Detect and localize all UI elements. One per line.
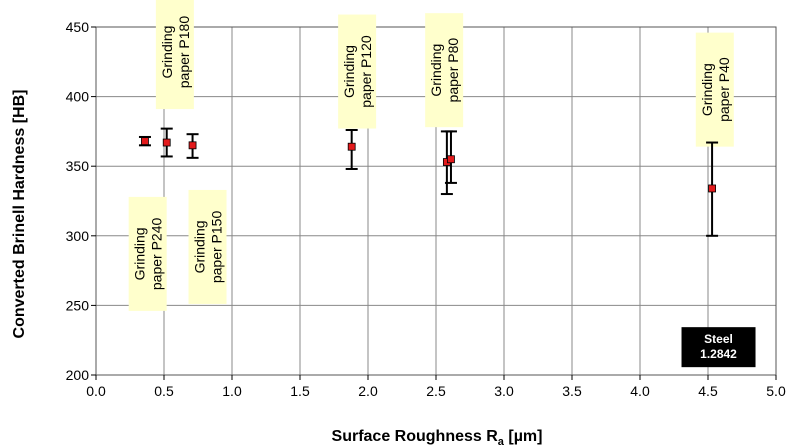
- annotation-box: [425, 13, 464, 128]
- annotation-box: [128, 196, 167, 311]
- data-point: [444, 130, 457, 184]
- annotation-text-line: Grinding: [341, 45, 357, 98]
- x-axis-title-main: Surface Roughness R: [332, 428, 499, 445]
- x-tick-label: 1.0: [222, 383, 242, 399]
- data-point: [186, 133, 199, 159]
- annotation-text-line: paper P150: [209, 211, 225, 284]
- annotation-label: Grinding paper P120: [338, 14, 377, 129]
- point-marker: [347, 142, 356, 151]
- annotation-text-line: paper P240: [149, 217, 165, 290]
- annotation-text-line: paper P80: [445, 38, 461, 103]
- data-point: [706, 141, 719, 237]
- annotation-label: Grinding paper P150: [188, 189, 227, 304]
- y-tick-label: 450: [66, 19, 90, 35]
- x-tick-label: 4.0: [630, 383, 650, 399]
- y-tick-label: 300: [66, 228, 90, 244]
- annotation-text-line: Grinding: [192, 220, 208, 273]
- x-tick-label: 3.0: [494, 383, 514, 399]
- annotation-text-line: Grinding: [132, 227, 148, 280]
- x-tick-label: 3.5: [562, 383, 582, 399]
- annotation-label: Grinding paper P180: [155, 0, 194, 110]
- point-marker: [162, 138, 171, 147]
- annotation-label: Grinding paper P80: [425, 13, 464, 128]
- annotation-text-line: paper P180: [176, 16, 192, 89]
- y-tick-label: 400: [66, 89, 90, 105]
- point-marker: [447, 155, 455, 164]
- y-tick-label: 200: [66, 367, 90, 383]
- data-points: [138, 127, 719, 237]
- point-marker: [708, 184, 716, 193]
- point-marker: [188, 141, 197, 150]
- data-point: [160, 127, 173, 158]
- x-tick-label: 1.5: [290, 383, 310, 399]
- x-axis-title-subscript: a: [498, 436, 505, 447]
- x-tick-label: 2.0: [358, 383, 378, 399]
- annotation-text-line: Grinding: [428, 44, 444, 97]
- annotation-label: Grinding paper P240: [128, 196, 167, 311]
- x-axis-title: Surface Roughness Ra [µm]: [332, 428, 543, 447]
- annotation-box: [155, 0, 194, 110]
- x-axis-ticks: 0.0 0.5 1.0 1.5 2.0 2.5 3.0 3.5 4.0 4.5 5.0: [86, 375, 786, 399]
- annotation-text-line: Grinding: [159, 26, 175, 79]
- badge-box: [681, 327, 756, 368]
- annotation-label: Grinding paper P40: [695, 32, 734, 147]
- annotation-box: [695, 32, 734, 147]
- x-tick-label: 0.0: [86, 383, 106, 399]
- annotation-text-line: Grinding: [699, 63, 715, 116]
- x-tick-label: 5.0: [766, 383, 786, 399]
- y-tick-label: 250: [66, 297, 90, 313]
- annotation-box: [188, 189, 227, 304]
- annotation-text-line: paper P120: [358, 35, 374, 108]
- annotation-text-line: paper P40: [716, 57, 732, 122]
- data-point: [345, 129, 358, 170]
- badge-text-line: Steel: [704, 332, 733, 346]
- y-tick-label: 350: [66, 158, 90, 174]
- badge-text-line: 1.2842: [700, 347, 737, 361]
- y-axis-ticks: 200 250 300 350 400 450: [66, 19, 96, 383]
- x-axis-title-unit: [µm]: [504, 428, 543, 445]
- x-tick-label: 4.5: [698, 383, 718, 399]
- y-axis-title: Converted Brinell Hardness [HB]: [11, 90, 28, 339]
- point-marker: [141, 137, 149, 146]
- annotation-box: [338, 14, 377, 129]
- data-point: [138, 135, 151, 147]
- x-tick-label: 2.5: [426, 383, 446, 399]
- x-tick-label: 0.5: [154, 383, 174, 399]
